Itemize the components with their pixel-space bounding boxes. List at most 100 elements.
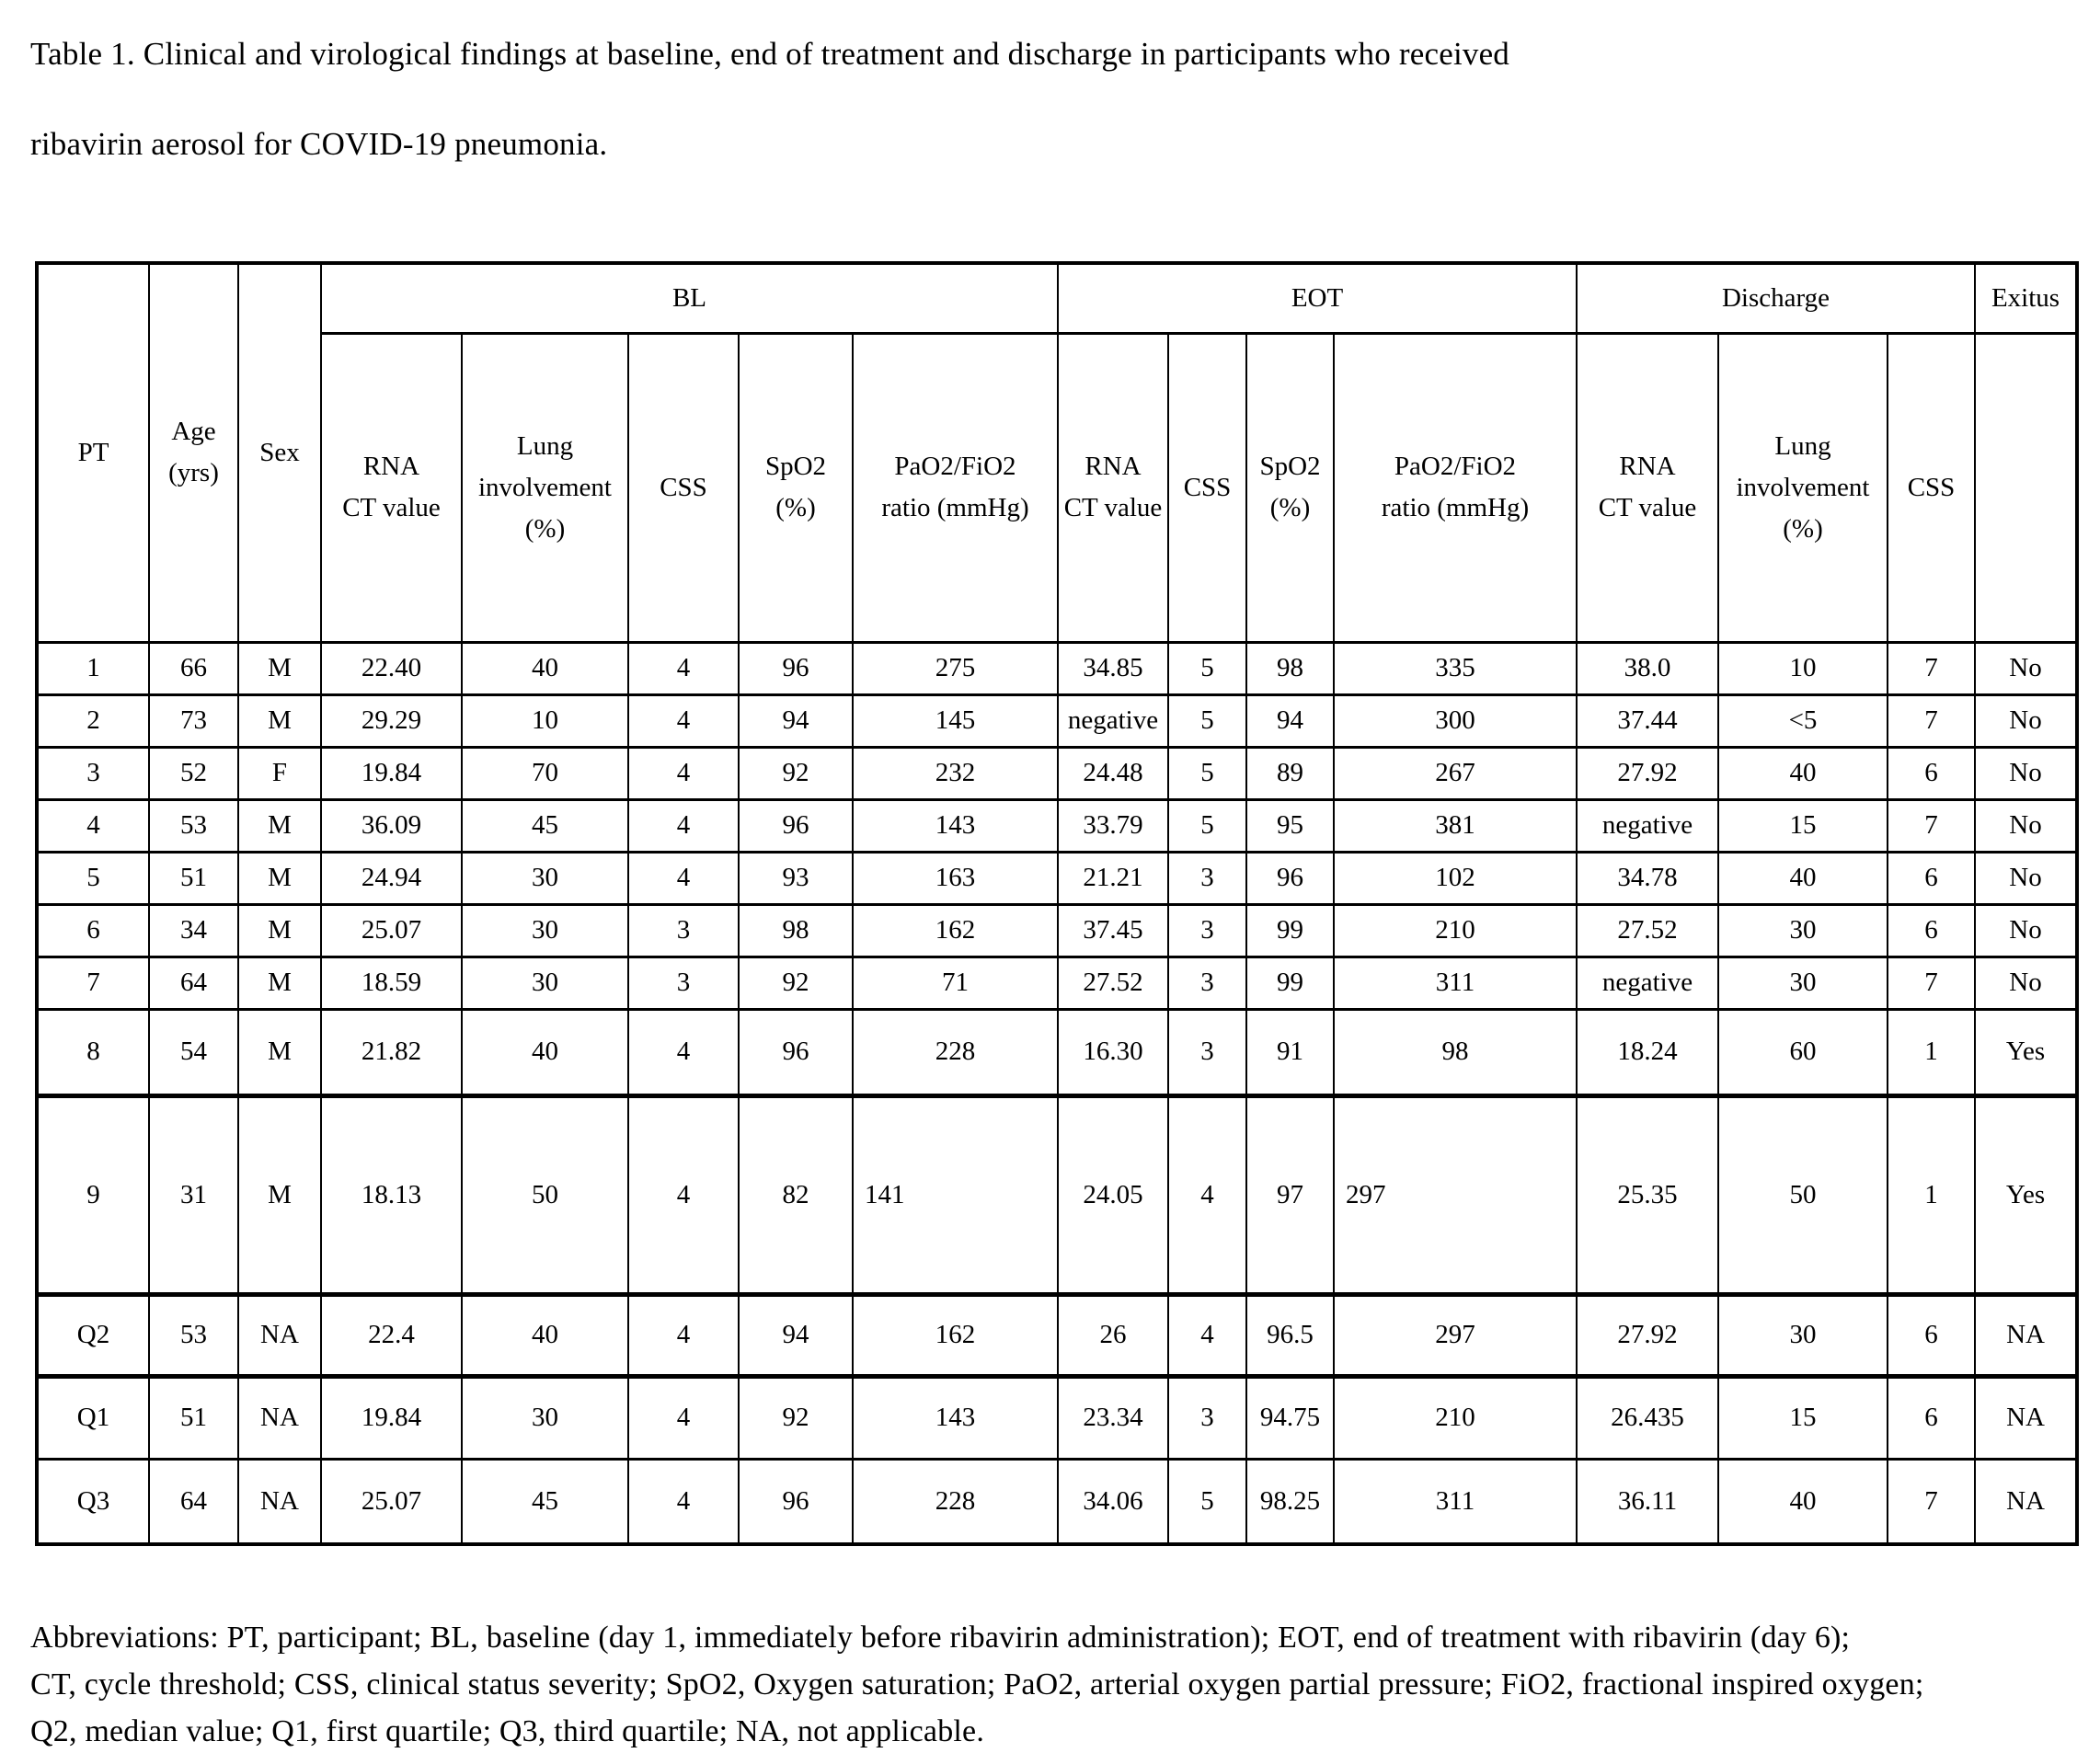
table-cell: 70 (461, 745, 629, 801)
table-cell: 6 (1886, 745, 1977, 801)
table-cell: 18.24 (1576, 1007, 1719, 1097)
table-cell: 92 (738, 955, 854, 1011)
table-cell: Q1 (36, 1373, 150, 1461)
table-cell: 5 (1167, 693, 1247, 749)
header-bl-pao2: PaO2/FiO2 ratio (mmHg) (852, 331, 1059, 644)
table-cell: 40 (461, 1007, 629, 1097)
table-cell: 3 (627, 902, 740, 958)
table-cell: 300 (1333, 693, 1578, 749)
table-cell: 40 (1717, 745, 1888, 801)
table-cell: F (237, 745, 322, 801)
table-cell: 145 (852, 693, 1059, 749)
table-row: Q3 64 NA 25.07 45 4 96 228 34.06 5 98.25 311 36.11 40… (36, 1457, 2079, 1546)
table-caption: Table 1. Clinical and virological findin… (30, 36, 1509, 162)
table-cell: 53 (148, 797, 239, 854)
table-cell: 267 (1333, 745, 1578, 801)
table-cell: 30 (1717, 902, 1888, 958)
header-dis-rna: RNA CT value (1576, 331, 1719, 644)
table-cell: 99 (1245, 955, 1335, 1011)
table-cell: 4 (1167, 1291, 1247, 1378)
table-header: PT Age (yrs) Sex BL EOT Discharge Exitus… (36, 261, 2079, 644)
table-cell: 6 (36, 902, 150, 958)
table-cell: M (237, 955, 322, 1011)
table-cell: 4 (627, 640, 740, 696)
table-cell: 297 (1333, 1093, 1578, 1296)
table-cell: 94.75 (1245, 1373, 1335, 1461)
table-cell: 4 (627, 850, 740, 906)
table-cell: 1 (1886, 1093, 1977, 1296)
table-row: 8 54 M 21.82 40 4 96 228 16.30 3 91 98 18.24 60 1 Yes (36, 1007, 2079, 1097)
table-cell: <5 (1717, 693, 1888, 749)
table-cell: 228 (852, 1007, 1059, 1097)
table-cell: NA (1974, 1457, 2079, 1546)
table-cell: 50 (461, 1093, 629, 1296)
table-cell: 25.07 (320, 1457, 463, 1546)
header-bl-lung: Lung involvement (%) (461, 331, 629, 644)
table-cell: 5 (1167, 640, 1247, 696)
table-cell: 36.11 (1576, 1457, 1719, 1546)
table-cell: 3 (1167, 850, 1247, 906)
table-cell: 34.06 (1057, 1457, 1169, 1546)
header-group-eot: EOT (1057, 261, 1578, 335)
table-cell: 71 (852, 955, 1059, 1011)
table-cell: negative (1057, 693, 1169, 749)
table-cell: 3 (36, 745, 150, 801)
table-cell: 162 (852, 1291, 1059, 1378)
table-cell: 26.435 (1576, 1373, 1719, 1461)
header-bl-spo2: SpO2 (%) (738, 331, 854, 644)
table-cell: 31 (148, 1093, 239, 1296)
table-cell: 18.13 (320, 1093, 463, 1296)
table-cell: 38.0 (1576, 640, 1719, 696)
table-cell: 54 (148, 1007, 239, 1097)
table-cell: No (1974, 850, 2079, 906)
header-sex: Sex (237, 261, 322, 644)
table-cell: 4 (627, 797, 740, 854)
table-cell: 30 (1717, 1291, 1888, 1378)
table-cell: 4 (627, 745, 740, 801)
table-cell: 92 (738, 745, 854, 801)
table-cell: 27.52 (1576, 902, 1719, 958)
table-cell: 25.07 (320, 902, 463, 958)
table-cell: 232 (852, 745, 1059, 801)
table-cell: No (1974, 902, 2079, 958)
table-cell: M (237, 1093, 322, 1296)
table-cell: 210 (1333, 1373, 1578, 1461)
table-cell: 60 (1717, 1007, 1888, 1097)
table-cell: 27.92 (1576, 1291, 1719, 1378)
table-cell: 16.30 (1057, 1007, 1169, 1097)
table-cell: M (237, 797, 322, 854)
table-cell: M (237, 640, 322, 696)
table-cell: 53 (148, 1291, 239, 1378)
table-cell: 30 (461, 850, 629, 906)
table-cell: 99 (1245, 902, 1335, 958)
table-cell: NA (237, 1373, 322, 1461)
table-cell: 162 (852, 902, 1059, 958)
table-cell: 98 (1245, 640, 1335, 696)
table-cell: 4 (627, 1457, 740, 1546)
table-cell: 25.35 (1576, 1093, 1719, 1296)
table-cell: 163 (852, 850, 1059, 906)
table-cell: 97 (1245, 1093, 1335, 1296)
table-cell: M (237, 902, 322, 958)
table-cell: 102 (1333, 850, 1578, 906)
table-cell: 8 (36, 1007, 150, 1097)
table-cell: 210 (1333, 902, 1578, 958)
table-cell: M (237, 693, 322, 749)
table-cell: 15 (1717, 1373, 1888, 1461)
table-cell: 4 (627, 1093, 740, 1296)
table-cell: 30 (1717, 955, 1888, 1011)
table-cell: 94 (738, 1291, 854, 1378)
header-eot-spo2: SpO2 (%) (1245, 331, 1335, 644)
table-cell: 3 (627, 955, 740, 1011)
table-cell: 24.48 (1057, 745, 1169, 801)
table-cell: 22.40 (320, 640, 463, 696)
table-cell: No (1974, 955, 2079, 1011)
table-cell: 98 (1333, 1007, 1578, 1097)
header-age: Age (yrs) (148, 261, 239, 644)
table-row: 5 51 M 24.94 30 4 93 163 21.21 3 96 102 34.78 40 6 No (36, 850, 2079, 906)
header-sub-row: RNA CT value Lung involvement (%) CSS Sp… (37, 331, 2079, 644)
table-body: 1 66 M 22.40 40 4 96 275 34.85 5 98 335 38.0 10 7 No 2 73… (36, 640, 2079, 1546)
table-cell: Q2 (36, 1291, 150, 1378)
table-cell: 275 (852, 640, 1059, 696)
